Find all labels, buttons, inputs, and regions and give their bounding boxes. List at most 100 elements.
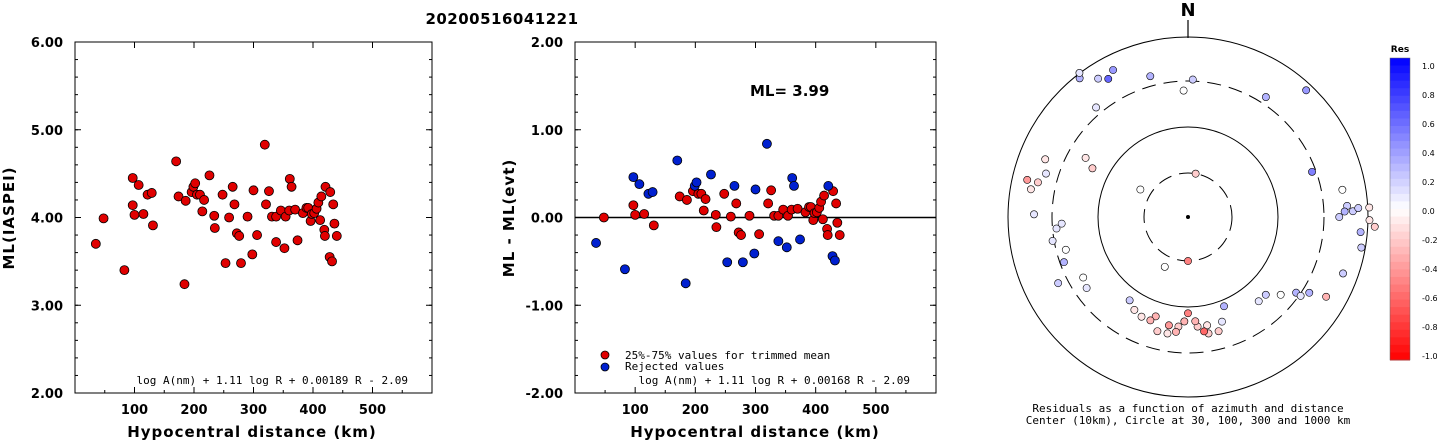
station-point: [1163, 329, 1172, 338]
data-point: [259, 139, 270, 150]
data-point: [328, 199, 339, 210]
station-point: [1191, 317, 1200, 326]
data-point: [736, 230, 746, 240]
colorbar-cell: [1390, 156, 1410, 165]
colorbar-tick-label: -0.4: [1422, 265, 1437, 274]
data-point: [672, 155, 683, 166]
station-point: [1308, 167, 1316, 176]
data-point: [173, 191, 184, 202]
x-tick-label: 400: [802, 403, 829, 418]
station-point: [1081, 153, 1090, 162]
legend-marker-rejected: [600, 362, 610, 372]
data-point: [148, 220, 158, 231]
data-point: [648, 220, 659, 231]
station-point: [1191, 169, 1200, 178]
data-point: [762, 138, 772, 149]
station-point: [1365, 216, 1374, 225]
colorbar-cell: [1390, 201, 1410, 210]
colorbar-tick-label: -0.8: [1422, 323, 1437, 332]
middle-chart-ticks: 100 200 300 400 500 -2.00 -1.00 0.00 1.00 2.00: [526, 36, 936, 418]
data-point: [628, 200, 639, 211]
station-point: [1261, 290, 1270, 299]
polar-caption-line1: Residuals as a function of azimuth and d…: [1032, 402, 1343, 415]
magnitude-vs-distance-chart: 100 200 300 400 500 2.00 3.00 4.00 5.00 6.00 log …: [0, 36, 433, 441]
station-point: [1214, 327, 1223, 336]
data-point: [773, 236, 784, 247]
data-point: [331, 231, 342, 241]
station-point: [1041, 155, 1050, 164]
data-point: [315, 215, 326, 226]
colorbar-frame: [1389, 57, 1411, 361]
colorbar-cells: [1389, 57, 1411, 361]
station-point: [1335, 213, 1344, 221]
station-point: [1153, 327, 1162, 336]
data-point: [766, 185, 777, 196]
data-point: [248, 185, 259, 196]
data-point: [630, 209, 641, 220]
data-point: [217, 189, 228, 200]
data-point: [719, 188, 730, 199]
data-point: [722, 257, 733, 268]
data-point: [830, 255, 840, 266]
middle-chart-ylabel: ML - ML(evt): [500, 159, 518, 277]
y-tick-label: 3.00: [31, 299, 63, 314]
colorbar-labels: 1.0 0.8 0.6 0.4 0.2 0.0 -0.2 -0.4 -0.6 -0.8 -1.0: [1422, 62, 1437, 361]
polar-points: [1023, 66, 1379, 338]
data-point: [749, 248, 760, 259]
colorbar-cell: [1390, 125, 1410, 134]
station-point: [1104, 74, 1113, 83]
y-tick-label: 6.00: [31, 36, 63, 51]
colorbar-cell: [1390, 314, 1410, 323]
data-point: [731, 198, 742, 209]
data-point: [834, 230, 845, 240]
data-point: [133, 180, 144, 190]
data-point: [327, 256, 337, 267]
data-point: [598, 212, 609, 223]
station-point: [1180, 317, 1189, 326]
data-point: [209, 210, 220, 221]
colorbar-cell: [1390, 58, 1410, 67]
data-point: [190, 178, 201, 189]
station-point: [1356, 228, 1365, 236]
station-point: [1092, 103, 1100, 112]
data-point: [822, 230, 833, 240]
station-point: [1200, 327, 1208, 336]
station-point: [1296, 291, 1305, 300]
colorbar-cell: [1390, 133, 1410, 142]
x-tick-label: 300: [742, 403, 769, 418]
left-chart-ticks: 100 200 300 400 500 2.00 3.00 4.00 5.00 6.00: [31, 36, 432, 418]
station-point: [1151, 312, 1160, 321]
colorbar-cell: [1390, 337, 1410, 346]
left-chart-points: [90, 139, 342, 290]
middle-chart-legend: 25%-75% values for trimmed mean Rejected…: [600, 349, 830, 373]
x-tick-label: 300: [240, 403, 267, 418]
station-point: [1354, 204, 1363, 212]
azimuth-residual-polar-plot: N Residuals as a function of azimuth and…: [1007, 0, 1379, 427]
colorbar-cell: [1390, 186, 1410, 195]
colorbar-cell: [1390, 178, 1410, 187]
colorbar-cell: [1390, 352, 1410, 361]
data-point: [138, 209, 149, 219]
colorbar-tick-label: -0.2: [1422, 236, 1437, 245]
data-point: [817, 214, 828, 225]
data-point: [271, 237, 282, 247]
colorbar-cell: [1390, 276, 1410, 285]
station-point: [1030, 210, 1038, 219]
data-point: [180, 195, 191, 206]
data-point: [98, 213, 109, 224]
middle-chart-points: [591, 138, 845, 289]
colorbar-cell: [1390, 216, 1410, 225]
data-point: [634, 179, 645, 190]
colorbar-cell: [1390, 141, 1410, 150]
data-point: [763, 198, 774, 209]
data-point: [229, 199, 240, 210]
station-point: [1048, 236, 1057, 245]
data-point: [754, 229, 765, 240]
data-point: [795, 234, 805, 245]
data-point: [781, 242, 792, 253]
data-point: [279, 243, 290, 254]
colorbar-tick-label: 0.2: [1422, 178, 1435, 187]
data-point: [744, 210, 755, 221]
colorbar-cell: [1390, 171, 1410, 180]
